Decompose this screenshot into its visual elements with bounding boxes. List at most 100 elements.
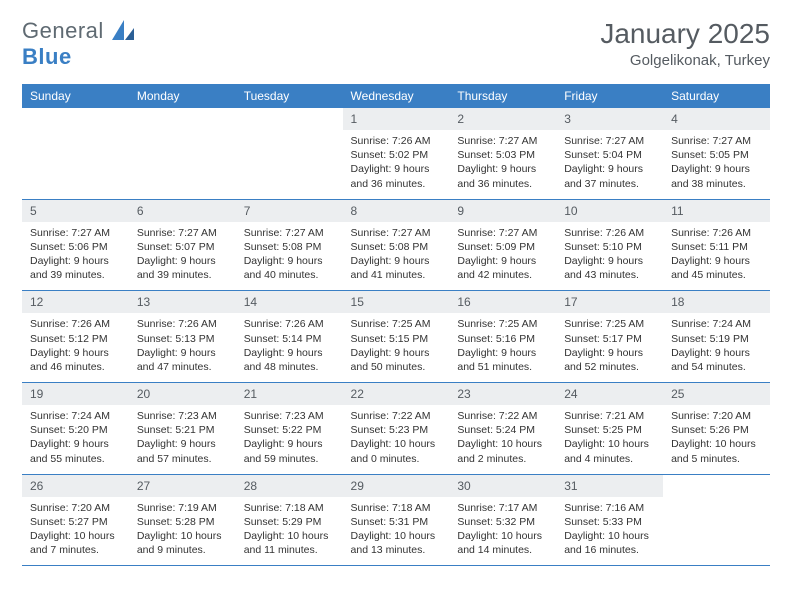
brand-logo: General Blue <box>22 18 136 70</box>
weekday-header: Tuesday <box>236 84 343 108</box>
brand-text: General Blue <box>22 18 104 70</box>
day-number: 30 <box>449 475 556 497</box>
day-number: 5 <box>22 200 129 222</box>
calendar-week: 1Sunrise: 7:26 AMSunset: 5:02 PMDaylight… <box>22 108 770 199</box>
location-label: Golgelikonak, Turkey <box>600 52 770 69</box>
day-info: Sunrise: 7:20 AMSunset: 5:27 PMDaylight:… <box>22 497 129 566</box>
weekday-header: Friday <box>556 84 663 108</box>
day-info: Sunrise: 7:27 AMSunset: 5:08 PMDaylight:… <box>343 222 450 291</box>
calendar-cell: 9Sunrise: 7:27 AMSunset: 5:09 PMDaylight… <box>449 199 556 291</box>
calendar-cell: 1Sunrise: 7:26 AMSunset: 5:02 PMDaylight… <box>343 108 450 199</box>
day-number: 29 <box>343 475 450 497</box>
day-info: Sunrise: 7:18 AMSunset: 5:31 PMDaylight:… <box>343 497 450 566</box>
day-number: 11 <box>663 200 770 222</box>
day-number: 25 <box>663 383 770 405</box>
day-info: Sunrise: 7:26 AMSunset: 5:12 PMDaylight:… <box>22 313 129 382</box>
calendar-cell: 18Sunrise: 7:24 AMSunset: 5:19 PMDayligh… <box>663 291 770 383</box>
brand-name-b: Blue <box>22 44 72 69</box>
calendar-cell: 13Sunrise: 7:26 AMSunset: 5:13 PMDayligh… <box>129 291 236 383</box>
calendar-cell: 8Sunrise: 7:27 AMSunset: 5:08 PMDaylight… <box>343 199 450 291</box>
day-info: Sunrise: 7:21 AMSunset: 5:25 PMDaylight:… <box>556 405 663 474</box>
day-number: 26 <box>22 475 129 497</box>
calendar-week: 5Sunrise: 7:27 AMSunset: 5:06 PMDaylight… <box>22 199 770 291</box>
calendar-cell: 5Sunrise: 7:27 AMSunset: 5:06 PMDaylight… <box>22 199 129 291</box>
day-info: Sunrise: 7:27 AMSunset: 5:06 PMDaylight:… <box>22 222 129 291</box>
calendar-cell: 25Sunrise: 7:20 AMSunset: 5:26 PMDayligh… <box>663 383 770 475</box>
day-info: Sunrise: 7:27 AMSunset: 5:03 PMDaylight:… <box>449 130 556 199</box>
day-number: 21 <box>236 383 343 405</box>
calendar-cell: 30Sunrise: 7:17 AMSunset: 5:32 PMDayligh… <box>449 474 556 566</box>
day-number: 31 <box>556 475 663 497</box>
day-info: Sunrise: 7:25 AMSunset: 5:16 PMDaylight:… <box>449 313 556 382</box>
day-number <box>129 108 236 130</box>
calendar-week: 19Sunrise: 7:24 AMSunset: 5:20 PMDayligh… <box>22 383 770 475</box>
weekday-header: Wednesday <box>343 84 450 108</box>
day-number: 16 <box>449 291 556 313</box>
sail-icon <box>110 18 136 49</box>
day-info: Sunrise: 7:26 AMSunset: 5:02 PMDaylight:… <box>343 130 450 199</box>
brand-name-a: General <box>22 18 104 43</box>
calendar-cell: 4Sunrise: 7:27 AMSunset: 5:05 PMDaylight… <box>663 108 770 199</box>
day-number: 7 <box>236 200 343 222</box>
day-info: Sunrise: 7:26 AMSunset: 5:10 PMDaylight:… <box>556 222 663 291</box>
day-number <box>22 108 129 130</box>
calendar-cell: 19Sunrise: 7:24 AMSunset: 5:20 PMDayligh… <box>22 383 129 475</box>
weekday-header: Sunday <box>22 84 129 108</box>
header-row: General Blue January 2025 Golgelikonak, … <box>22 18 770 70</box>
calendar-cell: 11Sunrise: 7:26 AMSunset: 5:11 PMDayligh… <box>663 199 770 291</box>
weekday-header: Monday <box>129 84 236 108</box>
calendar-cell: 12Sunrise: 7:26 AMSunset: 5:12 PMDayligh… <box>22 291 129 383</box>
calendar-cell: 27Sunrise: 7:19 AMSunset: 5:28 PMDayligh… <box>129 474 236 566</box>
page-title: January 2025 <box>600 18 770 50</box>
day-info: Sunrise: 7:27 AMSunset: 5:07 PMDaylight:… <box>129 222 236 291</box>
calendar-cell: 21Sunrise: 7:23 AMSunset: 5:22 PMDayligh… <box>236 383 343 475</box>
day-info: Sunrise: 7:20 AMSunset: 5:26 PMDaylight:… <box>663 405 770 474</box>
calendar-week: 26Sunrise: 7:20 AMSunset: 5:27 PMDayligh… <box>22 474 770 566</box>
day-number: 9 <box>449 200 556 222</box>
calendar-cell: 17Sunrise: 7:25 AMSunset: 5:17 PMDayligh… <box>556 291 663 383</box>
weekday-header: Thursday <box>449 84 556 108</box>
calendar-cell: 22Sunrise: 7:22 AMSunset: 5:23 PMDayligh… <box>343 383 450 475</box>
calendar-cell: 23Sunrise: 7:22 AMSunset: 5:24 PMDayligh… <box>449 383 556 475</box>
day-info: Sunrise: 7:26 AMSunset: 5:13 PMDaylight:… <box>129 313 236 382</box>
day-number: 1 <box>343 108 450 130</box>
day-number: 8 <box>343 200 450 222</box>
day-info: Sunrise: 7:25 AMSunset: 5:15 PMDaylight:… <box>343 313 450 382</box>
day-info <box>236 130 343 188</box>
calendar-cell <box>129 108 236 199</box>
day-number: 18 <box>663 291 770 313</box>
day-info: Sunrise: 7:23 AMSunset: 5:21 PMDaylight:… <box>129 405 236 474</box>
day-info: Sunrise: 7:27 AMSunset: 5:09 PMDaylight:… <box>449 222 556 291</box>
day-info: Sunrise: 7:18 AMSunset: 5:29 PMDaylight:… <box>236 497 343 566</box>
day-number: 10 <box>556 200 663 222</box>
calendar-body: 1Sunrise: 7:26 AMSunset: 5:02 PMDaylight… <box>22 108 770 566</box>
day-number: 24 <box>556 383 663 405</box>
calendar-cell <box>236 108 343 199</box>
day-info: Sunrise: 7:22 AMSunset: 5:24 PMDaylight:… <box>449 405 556 474</box>
day-number: 27 <box>129 475 236 497</box>
calendar-cell: 7Sunrise: 7:27 AMSunset: 5:08 PMDaylight… <box>236 199 343 291</box>
day-info: Sunrise: 7:27 AMSunset: 5:05 PMDaylight:… <box>663 130 770 199</box>
day-info: Sunrise: 7:25 AMSunset: 5:17 PMDaylight:… <box>556 313 663 382</box>
weekday-row: SundayMondayTuesdayWednesdayThursdayFrid… <box>22 84 770 108</box>
day-info: Sunrise: 7:16 AMSunset: 5:33 PMDaylight:… <box>556 497 663 566</box>
calendar-cell: 24Sunrise: 7:21 AMSunset: 5:25 PMDayligh… <box>556 383 663 475</box>
title-block: January 2025 Golgelikonak, Turkey <box>600 18 770 69</box>
day-info: Sunrise: 7:23 AMSunset: 5:22 PMDaylight:… <box>236 405 343 474</box>
day-info: Sunrise: 7:24 AMSunset: 5:20 PMDaylight:… <box>22 405 129 474</box>
day-info <box>129 130 236 188</box>
day-number: 23 <box>449 383 556 405</box>
day-number <box>663 475 770 497</box>
day-info: Sunrise: 7:24 AMSunset: 5:19 PMDaylight:… <box>663 313 770 382</box>
calendar-week: 12Sunrise: 7:26 AMSunset: 5:12 PMDayligh… <box>22 291 770 383</box>
calendar-table: SundayMondayTuesdayWednesdayThursdayFrid… <box>22 84 770 566</box>
calendar-cell: 6Sunrise: 7:27 AMSunset: 5:07 PMDaylight… <box>129 199 236 291</box>
day-info: Sunrise: 7:17 AMSunset: 5:32 PMDaylight:… <box>449 497 556 566</box>
calendar-cell: 28Sunrise: 7:18 AMSunset: 5:29 PMDayligh… <box>236 474 343 566</box>
day-number: 20 <box>129 383 236 405</box>
calendar-cell <box>663 474 770 566</box>
calendar-cell <box>22 108 129 199</box>
day-number: 13 <box>129 291 236 313</box>
calendar-cell: 14Sunrise: 7:26 AMSunset: 5:14 PMDayligh… <box>236 291 343 383</box>
weekday-header: Saturday <box>663 84 770 108</box>
